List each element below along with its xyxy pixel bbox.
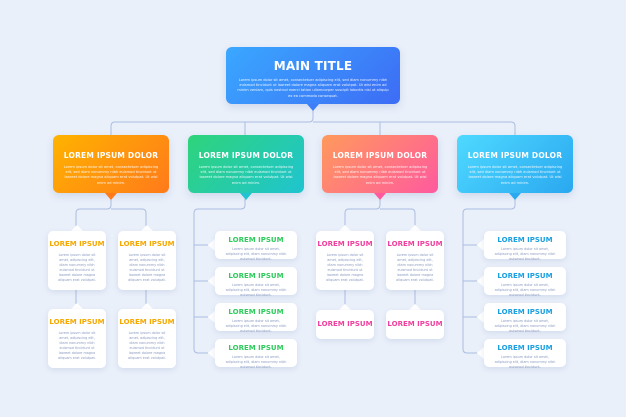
sub-card: LOREM IPSUM Lorem ipsum dolor sit amet, a…	[215, 303, 297, 333]
branch-text: Lorem ipsum dolor sit amet, consectetuer…	[467, 165, 563, 185]
sub-card-text: Lorem ipsum dolor sit amet, adipiscing e…	[326, 253, 364, 282]
sub-card-text: Lorem ipsum dolor sit amet, adipiscing e…	[494, 283, 556, 297]
sub-card-text: Lorem ipsum dolor sit amet, adipiscing e…	[58, 331, 96, 360]
sub-card-title: LOREM IPSUM	[497, 344, 553, 352]
sub-card: LOREM IPSUM Lorem ipsum dolor sit amet, a…	[118, 231, 176, 290]
sub-card: LOREM IPSUM Lorem ipsum dolor sit amet, a…	[215, 231, 297, 261]
branch-title: LOREM IPSUM DOLOR	[63, 151, 159, 160]
card-pointer	[339, 304, 351, 310]
card-pointer	[71, 303, 83, 309]
sub-card-title: LOREM IPSUM	[387, 320, 443, 328]
sub-card: LOREM IPSUM Lorem ipsum dolor sit amet, a…	[386, 231, 444, 290]
sub-card-text: Lorem ipsum dolor sit amet, adipiscing e…	[128, 253, 166, 282]
sub-card-title: LOREM IPSUM	[228, 308, 284, 316]
sub-card: LOREM IPSUM Lorem ipsum dolor sit amet, a…	[48, 231, 106, 290]
card-pointer	[208, 311, 215, 323]
sub-card-title: LOREM IPSUM	[317, 240, 373, 248]
branch-pointer	[240, 193, 252, 200]
sub-card-title: LOREM IPSUM	[497, 272, 553, 280]
card-pointer	[71, 225, 83, 231]
sub-card-title: LOREM IPSUM	[497, 308, 553, 316]
sub-card-text: Lorem ipsum dolor sit amet, adipiscing e…	[494, 355, 556, 369]
sub-card-title: LOREM IPSUM	[387, 240, 443, 248]
branch-text: Lorem ipsum dolor sit amet, consectetuer…	[63, 165, 159, 185]
branch-title: LOREM IPSUM DOLOR	[198, 151, 294, 160]
card-pointer	[477, 275, 484, 287]
sub-card-title: LOREM IPSUM	[228, 344, 284, 352]
sub-card-text: Lorem ipsum dolor sit amet, adipiscing e…	[225, 355, 287, 369]
sub-card-text: Lorem ipsum dolor sit amet, adipiscing e…	[494, 247, 556, 261]
card-pointer	[477, 239, 484, 251]
card-pointer	[208, 239, 215, 251]
sub-card: LOREM IPSUM Lorem ipsum dolor sit amet, a…	[48, 309, 106, 368]
sub-card: LOREM IPSUM Lorem ipsum dolor sit amet, a…	[484, 339, 566, 369]
sub-card-text: Lorem ipsum dolor sit amet, adipiscing e…	[58, 253, 96, 282]
main-text: Lorem ipsum dolor sit amet, consectetuer…	[237, 78, 389, 98]
sub-card-text: Lorem ipsum dolor sit amet, adipiscing e…	[225, 247, 287, 261]
sub-card: LOREM IPSUM Lorem ipsum dolor sit amet, a…	[215, 267, 297, 297]
card-pointer	[208, 275, 215, 287]
sub-card-title: LOREM IPSUM	[49, 318, 105, 326]
sub-card: LOREM IPSUM Lorem ipsum dolor sit amet, a…	[484, 231, 566, 261]
sub-card-title: LOREM IPSUM	[228, 272, 284, 280]
sub-card-text: Lorem ipsum dolor sit amet, adipiscing e…	[128, 331, 166, 360]
sub-card-text: Lorem ipsum dolor sit amet, adipiscing e…	[396, 253, 434, 282]
card-pointer	[208, 347, 215, 359]
sub-card-text: Lorem ipsum dolor sit amet, adipiscing e…	[225, 319, 287, 333]
sub-card: LOREM IPSUM	[316, 310, 374, 339]
branch-title: LOREM IPSUM DOLOR	[467, 151, 563, 160]
card-pointer	[141, 303, 153, 309]
branch-pointer	[509, 193, 521, 200]
sub-card-title: LOREM IPSUM	[119, 318, 175, 326]
sub-card-title: LOREM IPSUM	[49, 240, 105, 248]
card-pointer	[141, 225, 153, 231]
branch-box-green: LOREM IPSUM DOLOR Lorem ipsum dolor sit a…	[188, 135, 304, 193]
branch-box-blue: LOREM IPSUM DOLOR Lorem ipsum dolor sit a…	[457, 135, 573, 193]
sub-card: LOREM IPSUM Lorem ipsum dolor sit amet, a…	[316, 231, 374, 290]
sub-card-title: LOREM IPSUM	[119, 240, 175, 248]
sub-card-text: Lorem ipsum dolor sit amet, adipiscing e…	[225, 283, 287, 297]
branch-title: LOREM IPSUM DOLOR	[332, 151, 428, 160]
card-pointer	[477, 347, 484, 359]
branch-text: Lorem ipsum dolor sit amet, consectetuer…	[198, 165, 294, 185]
branch-box-orange: LOREM IPSUM DOLOR Lorem ipsum dolor sit a…	[53, 135, 169, 193]
sub-card: LOREM IPSUM	[386, 310, 444, 339]
branch-pointer	[105, 193, 117, 200]
sub-card: LOREM IPSUM Lorem ipsum dolor sit amet, a…	[484, 303, 566, 333]
sub-card-title: LOREM IPSUM	[228, 236, 284, 244]
main-pointer	[307, 104, 319, 111]
card-pointer	[339, 225, 351, 231]
main-title: MAIN TITLE	[273, 59, 353, 73]
card-pointer	[477, 311, 484, 323]
sub-card: LOREM IPSUM Lorem ipsum dolor sit amet, a…	[484, 267, 566, 297]
sub-card: LOREM IPSUM Lorem ipsum dolor sit amet, a…	[118, 309, 176, 368]
card-pointer	[409, 225, 421, 231]
sub-card-title: LOREM IPSUM	[497, 236, 553, 244]
sub-card: LOREM IPSUM Lorem ipsum dolor sit amet, a…	[215, 339, 297, 369]
sub-card-text: Lorem ipsum dolor sit amet, adipiscing e…	[494, 319, 556, 333]
card-pointer	[409, 304, 421, 310]
branch-box-pink: LOREM IPSUM DOLOR Lorem ipsum dolor sit a…	[322, 135, 438, 193]
sub-card-title: LOREM IPSUM	[317, 320, 373, 328]
branch-pointer	[374, 193, 386, 200]
main-title-box: MAIN TITLE Lorem ipsum dolor sit amet, c…	[226, 47, 400, 104]
branch-text: Lorem ipsum dolor sit amet, consectetuer…	[332, 165, 428, 185]
